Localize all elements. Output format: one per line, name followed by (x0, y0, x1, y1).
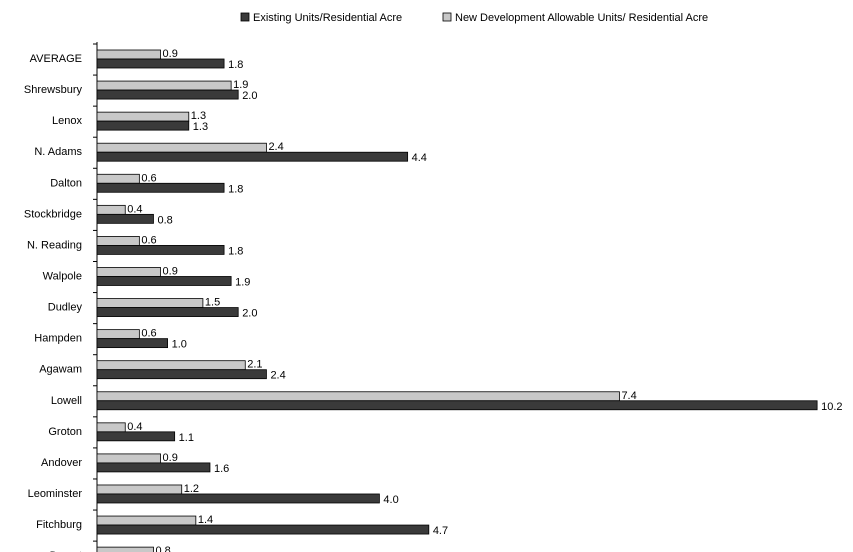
bar-allowable (96, 80, 232, 91)
bar-existing (96, 338, 168, 349)
bar-allowable (96, 484, 183, 495)
bar-allowable (96, 422, 126, 433)
bar-existing (96, 524, 430, 535)
bar-allowable (96, 142, 267, 153)
category-label: Shrewsbury (24, 84, 83, 96)
bar-existing (96, 213, 154, 224)
bar-existing (96, 89, 239, 100)
category-label: Fitchburg (36, 519, 82, 531)
legend-swatch-1 (442, 12, 452, 22)
legend: Existing Units/Residential Acre New Devel… (240, 12, 708, 24)
data-label-allowable: 1.9 (233, 79, 248, 91)
category-label: Stockbridge (24, 208, 82, 220)
bar-existing (96, 307, 239, 317)
data-label-allowable: 7.4 (621, 390, 636, 402)
bar-existing (96, 276, 232, 286)
bar-allowable (96, 329, 140, 340)
data-label-existing: 4.4 (412, 152, 427, 164)
bar-existing (96, 431, 176, 442)
data-label-allowable: 1.3 (191, 110, 206, 122)
data-label-existing: 1.6 (214, 463, 229, 475)
bar-allowable (96, 391, 620, 402)
data-label-allowable: 2.1 (247, 359, 262, 371)
data-label-existing: 1.9 (235, 276, 250, 288)
category-label: Andover (41, 457, 82, 469)
bar-existing (96, 58, 225, 69)
bar-existing (96, 182, 225, 193)
bar-allowable (96, 236, 140, 246)
bar-existing (96, 369, 267, 380)
category-label: Hampden (34, 333, 82, 345)
data-label-existing: 2.4 (270, 370, 285, 382)
bar-allowable (96, 515, 197, 526)
legend-swatch-0 (240, 12, 250, 22)
data-label-allowable: 1.4 (198, 514, 213, 526)
data-label-existing: 4.0 (383, 494, 398, 506)
bar-existing (96, 462, 211, 473)
bar-allowable (96, 111, 190, 122)
category-label: Lenox (52, 115, 82, 127)
category-label: Dalton (50, 177, 82, 189)
bar-allowable (96, 298, 204, 308)
data-label-allowable: 0.6 (141, 172, 156, 184)
data-label-existing: 1.8 (228, 245, 243, 257)
data-label-allowable: 1.5 (205, 297, 220, 309)
data-label-allowable: 0.6 (141, 328, 156, 340)
data-label-existing: 1.1 (179, 432, 194, 444)
data-label-existing: 0.8 (157, 214, 172, 226)
data-label-allowable: 0.4 (127, 421, 142, 433)
data-label-existing: 1.8 (228, 183, 243, 195)
bar-allowable (96, 267, 161, 277)
bar-allowable (96, 546, 154, 552)
data-label-existing: 1.3 (193, 121, 208, 133)
legend-label-0: Existing Units/Residential Acre (253, 12, 402, 24)
data-label-allowable: 0.9 (163, 48, 178, 60)
data-label-existing: 10.2 (821, 401, 842, 413)
data-label-existing: 2.0 (242, 90, 257, 102)
data-label-allowable: 2.4 (268, 141, 283, 153)
data-label-allowable: 0.6 (141, 234, 156, 246)
bar-existing (96, 120, 190, 131)
category-label: N. Reading (27, 239, 82, 251)
bar-existing (96, 245, 225, 255)
bar-allowable (96, 173, 140, 184)
bar-existing (96, 493, 380, 504)
data-label-allowable: 0.9 (163, 265, 178, 277)
category-label: Dudley (48, 302, 83, 314)
data-label-existing: 4.7 (433, 525, 448, 537)
category-label: Dracut (50, 550, 82, 552)
data-label-existing: 1.0 (172, 339, 187, 351)
category-label: AVERAGE (30, 53, 82, 65)
bar-allowable (96, 453, 161, 464)
data-label-allowable: 0.9 (163, 452, 178, 464)
bar-existing (96, 151, 409, 162)
bar-allowable (96, 204, 126, 215)
bar-existing (96, 400, 818, 411)
data-label-existing: 1.8 (228, 59, 243, 71)
data-label-existing: 2.0 (242, 308, 257, 320)
category-label: Leominster (28, 488, 83, 500)
data-label-allowable: 0.8 (155, 545, 170, 552)
category-label: Walpole (43, 270, 82, 282)
data-label-allowable: 0.4 (127, 203, 142, 215)
category-label: Lowell (51, 395, 82, 407)
data-label-allowable: 1.2 (184, 483, 199, 495)
bar-allowable (96, 360, 246, 371)
legend-label-1: New Development Allowable Units/ Residen… (455, 12, 708, 24)
category-label: N. Adams (34, 146, 82, 158)
category-label: Groton (48, 426, 82, 438)
category-label: Agawam (39, 364, 82, 376)
bar-allowable (96, 49, 161, 60)
